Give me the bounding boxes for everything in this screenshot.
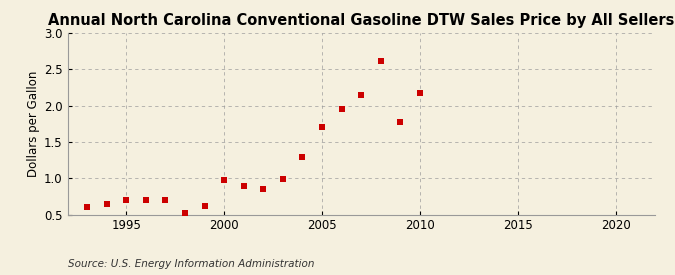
Point bbox=[375, 58, 386, 63]
Point bbox=[82, 204, 92, 209]
Point bbox=[238, 184, 249, 188]
Text: Source: U.S. Energy Information Administration: Source: U.S. Energy Information Administ… bbox=[68, 259, 314, 269]
Point bbox=[121, 198, 132, 202]
Point bbox=[101, 201, 112, 206]
Title: Annual North Carolina Conventional Gasoline DTW Sales Price by All Sellers: Annual North Carolina Conventional Gasol… bbox=[48, 13, 674, 28]
Point bbox=[356, 92, 367, 97]
Point bbox=[414, 90, 425, 95]
Point bbox=[336, 106, 347, 111]
Point bbox=[277, 177, 288, 181]
Point bbox=[317, 125, 327, 130]
Point bbox=[199, 204, 210, 208]
Y-axis label: Dollars per Gallon: Dollars per Gallon bbox=[27, 71, 40, 177]
Point bbox=[160, 198, 171, 202]
Point bbox=[258, 187, 269, 191]
Point bbox=[297, 155, 308, 159]
Point bbox=[395, 120, 406, 125]
Point bbox=[140, 198, 151, 202]
Point bbox=[180, 211, 190, 215]
Point bbox=[219, 177, 230, 182]
